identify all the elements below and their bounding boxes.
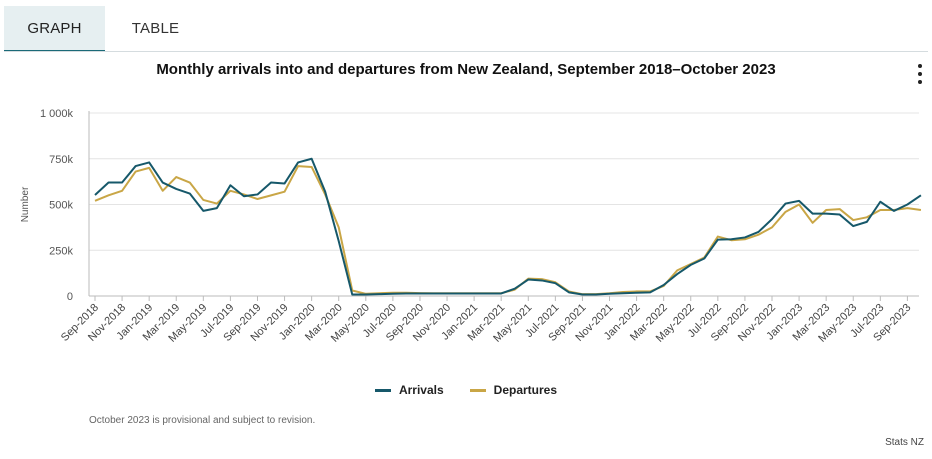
menu-dot: [918, 80, 922, 84]
footnote: October 2023 is provisional and subject …: [89, 415, 316, 426]
y-tick-label: 750k: [49, 154, 73, 166]
chart-title: Monthly arrivals into and departures fro…: [156, 61, 776, 78]
source-credit: Stats NZ: [885, 437, 924, 448]
legend-label-arrivals: Arrivals: [398, 383, 444, 397]
menu-dot: [918, 64, 922, 68]
y-tick-label: 0: [67, 291, 73, 303]
y-tick-label: 500k: [49, 200, 73, 212]
tab-divider: [4, 51, 928, 52]
menu-dot: [918, 72, 922, 76]
series-line-arrivals: [94, 157, 922, 296]
legend-swatch-arrivals: [374, 388, 391, 392]
legend-label-departures: Departures: [493, 383, 558, 397]
y-axis-title: Number: [20, 186, 31, 222]
more-vertical-icon[interactable]: [913, 64, 927, 84]
series-line-departures: [94, 165, 922, 296]
tab-bar: GRAPH TABLE: [4, 6, 206, 52]
y-tick-label: 1 000k: [40, 108, 74, 120]
y-tick-label: 250k: [49, 245, 73, 257]
legend-swatch-departures: [469, 388, 486, 392]
legend-item-departures[interactable]: Departures: [469, 383, 558, 397]
tab-table[interactable]: TABLE: [131, 19, 180, 37]
chart-legend: Arrivals Departures: [0, 383, 932, 397]
legend-item-arrivals[interactable]: Arrivals: [374, 383, 444, 397]
